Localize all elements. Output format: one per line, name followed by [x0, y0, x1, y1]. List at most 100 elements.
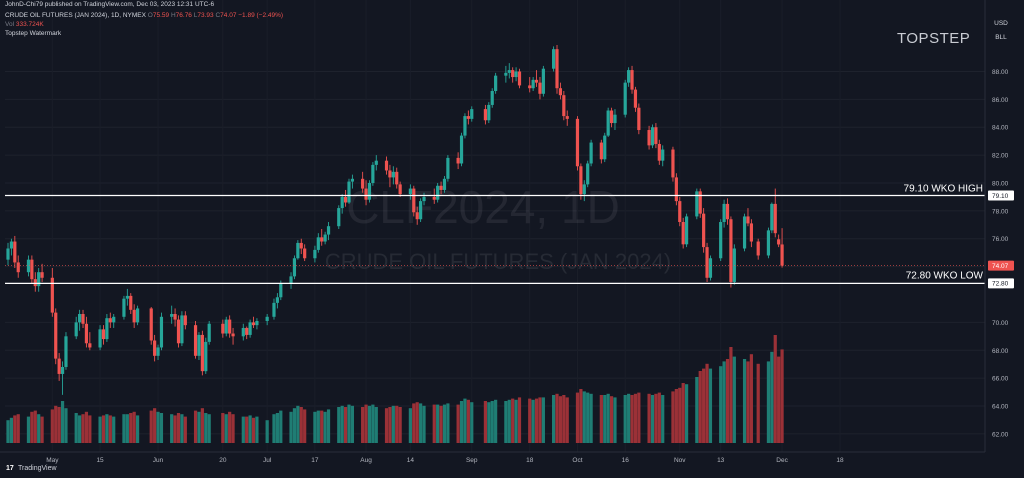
candle[interactable]	[633, 86, 638, 112]
candle[interactable]	[176, 315, 181, 348]
candle[interactable]	[756, 238, 760, 260]
candle[interactable]	[562, 90, 566, 121]
candle[interactable]	[766, 227, 771, 259]
candle[interactable]	[391, 166, 395, 185]
candle[interactable]	[708, 255, 713, 281]
candle[interactable]	[248, 319, 252, 338]
candle[interactable]	[81, 309, 85, 328]
candle[interactable]	[541, 65, 545, 97]
candle[interactable]	[609, 107, 614, 128]
candle[interactable]	[74, 316, 78, 340]
candle[interactable]	[698, 188, 702, 218]
candle[interactable]	[494, 72, 498, 94]
candle[interactable]	[732, 244, 736, 285]
candle[interactable]	[599, 139, 603, 164]
candle[interactable]	[678, 196, 682, 227]
candle[interactable]	[695, 188, 699, 220]
candle[interactable]	[30, 255, 34, 284]
candle[interactable]	[436, 182, 440, 203]
candle[interactable]	[292, 255, 297, 280]
candle[interactable]	[364, 180, 368, 206]
candle[interactable]	[6, 242, 10, 266]
candle[interactable]	[221, 319, 225, 338]
candle[interactable]	[78, 309, 82, 331]
candle[interactable]	[98, 325, 102, 351]
candle[interactable]	[303, 244, 307, 262]
candle[interactable]	[725, 198, 730, 225]
candle[interactable]	[538, 77, 542, 100]
candle[interactable]	[684, 213, 689, 248]
candle[interactable]	[531, 77, 535, 91]
currency-button[interactable]: USD	[994, 20, 1008, 27]
price-axis[interactable]: 88.0086.0084.0082.0080.0078.0076.0074.00…	[984, 0, 1009, 452]
symbol-title[interactable]: CRUDE OIL FUTURES (JAN 2024), 1D, NYMEX	[5, 12, 146, 19]
tradingview-logo[interactable]: 17 TradingView	[6, 465, 57, 472]
candle[interactable]	[207, 320, 211, 345]
candle[interactable]	[446, 155, 450, 182]
candle[interactable]	[265, 314, 269, 326]
candle[interactable]	[245, 326, 249, 340]
candle[interactable]	[159, 312, 164, 351]
candle[interactable]	[671, 146, 675, 182]
candle[interactable]	[9, 238, 14, 256]
candle[interactable]	[323, 231, 327, 245]
candle[interactable]	[459, 132, 464, 167]
candle[interactable]	[627, 67, 631, 87]
candle[interactable]	[470, 106, 474, 122]
candle[interactable]	[388, 164, 392, 188]
candle[interactable]	[112, 314, 116, 328]
candle[interactable]	[719, 219, 723, 262]
candle[interactable]	[528, 77, 532, 93]
candle[interactable]	[729, 216, 733, 288]
candle[interactable]	[122, 295, 126, 320]
candle[interactable]	[415, 206, 419, 225]
candle[interactable]	[770, 202, 774, 234]
candle[interactable]	[579, 163, 583, 200]
candle[interactable]	[674, 173, 678, 206]
candle[interactable]	[16, 255, 20, 278]
candle[interactable]	[337, 205, 341, 229]
candle[interactable]	[313, 245, 317, 263]
candle[interactable]	[456, 152, 460, 170]
candle[interactable]	[565, 110, 569, 126]
candle[interactable]	[749, 219, 753, 248]
candle[interactable]	[395, 167, 399, 189]
candle[interactable]	[228, 315, 232, 338]
candle[interactable]	[637, 103, 641, 135]
candle[interactable]	[487, 102, 491, 124]
candle[interactable]	[514, 67, 518, 82]
candle[interactable]	[412, 185, 416, 217]
candle[interactable]	[289, 272, 293, 289]
candle[interactable]	[108, 312, 112, 328]
candle[interactable]	[350, 174, 355, 189]
candle[interactable]	[183, 311, 187, 330]
candle[interactable]	[511, 67, 515, 83]
candle[interactable]	[101, 325, 106, 345]
candle[interactable]	[299, 238, 303, 255]
candle[interactable]	[555, 45, 559, 94]
candle[interactable]	[507, 63, 511, 79]
candle[interactable]	[432, 188, 436, 204]
candle[interactable]	[231, 327, 235, 345]
candle[interactable]	[647, 125, 651, 150]
time-axis[interactable]: May 15 Jun 20 Jul 17 Aug 14 Sep 18 Oct 16 Nov 13 Dec 18	[0, 451, 985, 464]
candle[interactable]	[125, 288, 129, 306]
candle[interactable]	[773, 188, 777, 238]
candle[interactable]	[33, 272, 37, 292]
candle[interactable]	[316, 233, 320, 253]
candle[interactable]	[251, 316, 256, 328]
candle[interactable]	[60, 361, 65, 395]
candle[interactable]	[224, 316, 228, 337]
watermark-indicator-label[interactable]: Topstep Watermark	[5, 30, 62, 37]
candle[interactable]	[26, 255, 31, 277]
candle[interactable]	[54, 308, 58, 365]
candle[interactable]	[371, 162, 375, 186]
candle[interactable]	[534, 70, 539, 87]
candle[interactable]	[153, 334, 157, 362]
candle[interactable]	[50, 268, 54, 317]
candle[interactable]	[702, 208, 706, 253]
candle[interactable]	[586, 160, 590, 188]
candle[interactable]	[705, 242, 709, 282]
candle[interactable]	[490, 88, 494, 108]
candle[interactable]	[320, 228, 324, 246]
